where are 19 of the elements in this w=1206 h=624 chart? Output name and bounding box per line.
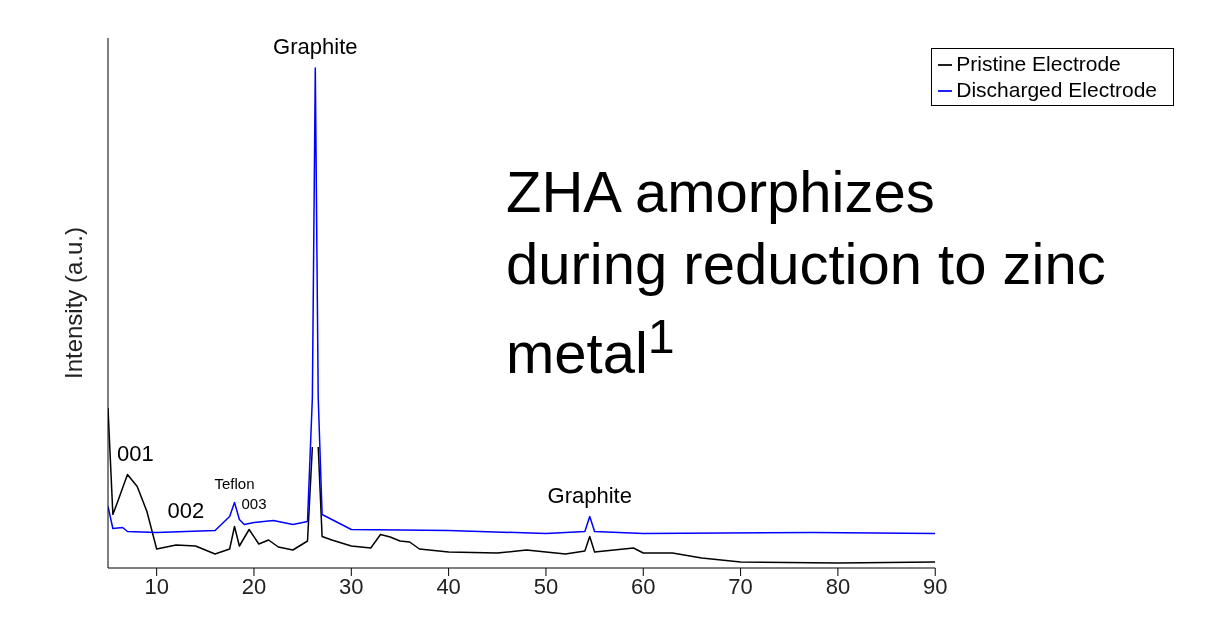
- y-axis-title: Intensity (a.u.): [59, 226, 87, 380]
- x-tick-label: 20: [241, 573, 267, 599]
- x-tick-label: 60: [631, 573, 656, 599]
- annotation: 002: [167, 497, 205, 523]
- annotation: Graphite: [273, 34, 358, 59]
- annotation: ZHA amorphizes during reduction to zinc metal$^{1}$: [506, 158, 1106, 388]
- legend-label: Discharged Electrode: [956, 78, 1157, 101]
- x-tick-label: 90: [922, 573, 948, 599]
- x-tick-label: 50: [533, 573, 559, 599]
- x-tick-label: 30: [339, 573, 364, 599]
- annotation: 003: [241, 494, 267, 512]
- x-tick-label: 80: [825, 573, 851, 599]
- legend-label: Pristine Electrode: [956, 52, 1121, 75]
- x-tick-label: 40: [436, 573, 461, 599]
- x-tick-label: 70: [728, 573, 753, 599]
- annotation: Graphite: [547, 482, 632, 508]
- annotation: Teflon: [214, 474, 255, 492]
- annotation: 001: [117, 440, 154, 466]
- x-tick-label: 10: [144, 573, 169, 599]
